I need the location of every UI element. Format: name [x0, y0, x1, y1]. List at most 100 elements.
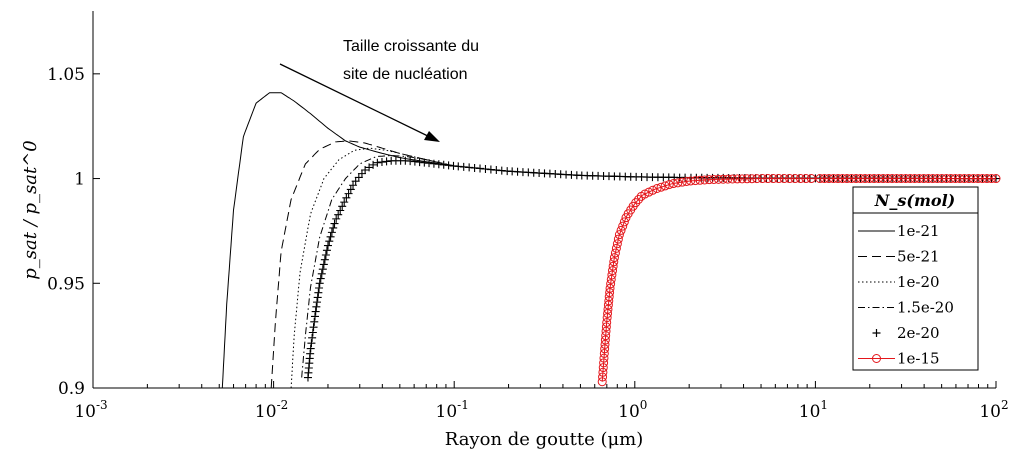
data-point [599, 348, 609, 358]
data-point [425, 159, 434, 168]
legend-label: 5e-21 [897, 248, 940, 266]
data-point [964, 174, 974, 184]
data-point [315, 283, 324, 292]
data-point [905, 174, 915, 184]
data-point [600, 339, 610, 349]
data-point [937, 174, 947, 184]
data-point [609, 257, 619, 267]
legend-item-1e-20: 1e-20 [858, 273, 940, 291]
data-point [860, 174, 870, 184]
data-point [598, 363, 608, 373]
data-point [332, 214, 341, 223]
data-point [690, 176, 700, 186]
data-point [723, 174, 733, 184]
data-point [310, 312, 319, 321]
data-point [887, 174, 897, 184]
data-point [779, 174, 789, 184]
x-tick-label: 10-1 [436, 398, 469, 422]
data-point [609, 253, 619, 263]
data-point [607, 270, 617, 280]
data-point [695, 175, 705, 185]
data-point [819, 174, 829, 184]
data-point [700, 175, 710, 185]
data-point [986, 174, 996, 184]
data-point [704, 175, 714, 185]
data-point [869, 174, 879, 184]
data-point [923, 174, 933, 184]
data-point [709, 174, 719, 184]
data-point [874, 174, 884, 184]
data-point [737, 174, 747, 184]
data-point [610, 248, 620, 258]
data-point [977, 174, 987, 184]
data-point [600, 344, 610, 354]
data-point [344, 189, 353, 198]
data-point [614, 230, 624, 240]
data-point [342, 193, 351, 202]
data-point [713, 174, 723, 184]
data-point [346, 185, 355, 194]
data-point [606, 279, 616, 289]
data-point [323, 241, 332, 250]
legend-items: 1e-21 5e-21 1e-20 1.5e-20 2e-20 1e-15 [858, 222, 954, 368]
data-point [896, 174, 906, 184]
legend-label: 1e-20 [897, 273, 940, 291]
annotation-line-2: site de nucléation [343, 66, 468, 83]
data-point [660, 181, 670, 191]
data-point [732, 174, 742, 184]
data-point [611, 243, 621, 253]
y-tick-label: 1.05 [47, 65, 85, 85]
data-point [878, 174, 888, 184]
data-point [652, 184, 662, 194]
data-point [316, 274, 325, 283]
data-point [865, 174, 875, 184]
data-point [847, 174, 857, 184]
x-axis-title: Rayon de goutte (μm) [445, 429, 644, 450]
data-point [837, 174, 847, 184]
data-point [982, 174, 992, 184]
data-point [601, 331, 611, 341]
data-point [314, 288, 323, 297]
data-point [919, 174, 929, 184]
data-point [307, 339, 316, 348]
legend-item-1.5e-20: 1.5e-20 [858, 299, 954, 317]
series-layer [221, 92, 1001, 389]
legend-label: 1e-21 [897, 222, 940, 240]
data-point [824, 174, 834, 184]
data-point [631, 198, 641, 208]
data-point [901, 174, 911, 184]
data-point [606, 274, 616, 284]
data-point [619, 217, 629, 227]
data-point [608, 261, 618, 271]
data-point [613, 234, 623, 244]
data-point [883, 174, 893, 184]
x-tick-label: 10-3 [74, 398, 107, 422]
data-point [928, 174, 938, 184]
data-point [327, 228, 336, 237]
data-point [598, 372, 608, 382]
data-point [914, 174, 924, 184]
data-point [377, 158, 386, 167]
data-point [321, 251, 330, 260]
data-point [795, 174, 805, 184]
data-point [682, 176, 692, 186]
data-point [600, 335, 610, 345]
data-point [851, 174, 861, 184]
data-point [910, 174, 920, 184]
data-point [318, 265, 327, 274]
data-point [941, 174, 951, 184]
data-point [648, 185, 658, 195]
data-point [326, 232, 335, 241]
data-point [677, 177, 687, 187]
data-point [727, 174, 737, 184]
data-point [790, 174, 800, 184]
data-point [382, 157, 391, 166]
data-point [828, 174, 838, 184]
data-point [598, 367, 608, 377]
data-point [785, 174, 795, 184]
data-point [309, 323, 318, 332]
y-tick-label: 0.9 [58, 379, 85, 399]
data-point [950, 174, 960, 184]
legend: N_s(mol) 1e-21 5e-21 1e-20 1.5e-20 2e-20 1e-1… [852, 186, 979, 371]
data-point [801, 174, 811, 184]
